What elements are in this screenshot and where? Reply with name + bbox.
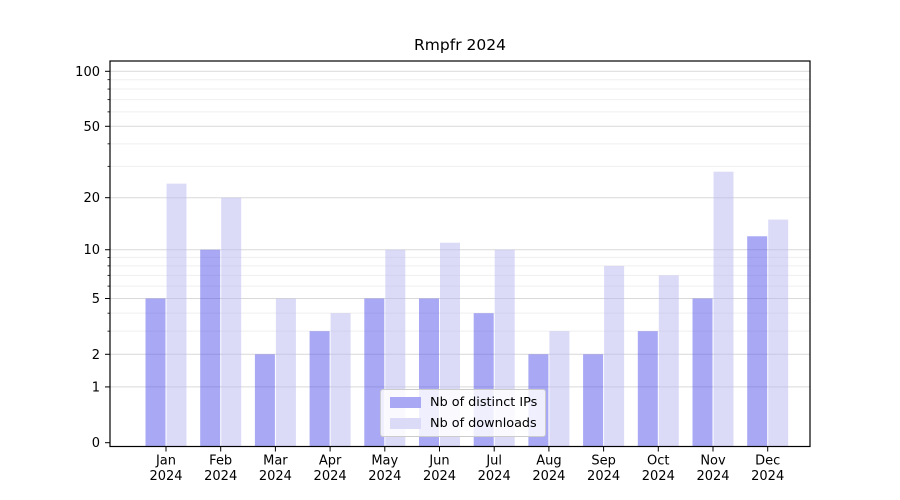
y-tick-label: 1	[92, 380, 100, 395]
x-tick-label: Feb 2024	[204, 454, 237, 485]
x-tick-label: Aug 2024	[532, 454, 565, 485]
bar-distinct-ips	[145, 298, 166, 447]
y-tick-label: 2	[92, 348, 100, 363]
x-tick-label: Apr 2024	[314, 454, 347, 485]
legend: Nb of distinct IPs Nb of downloads	[380, 389, 546, 437]
legend-item-distinct-ips: Nb of distinct IPs	[390, 394, 545, 411]
bar-distinct-ips	[692, 298, 713, 447]
bar-distinct-ips	[254, 354, 275, 447]
bar-distinct-ips	[747, 236, 768, 447]
legend-label-distinct-ips: Nb of distinct IPs	[430, 395, 538, 410]
bar-downloads	[658, 275, 679, 447]
x-tick-label: Mar 2024	[259, 454, 292, 485]
bar-distinct-ips	[309, 331, 330, 447]
legend-label-downloads: Nb of downloads	[430, 416, 537, 431]
y-tick-label: 100	[75, 65, 100, 80]
bar-distinct-ips	[637, 331, 658, 447]
x-tick-label: Oct 2024	[642, 454, 675, 485]
bar-downloads	[768, 219, 789, 447]
legend-swatch-distinct-ips	[390, 397, 421, 408]
y-tick-label: 0	[92, 436, 100, 451]
x-tick-label: Sep 2024	[587, 454, 620, 485]
chart-title: Rmpfr 2024	[414, 36, 506, 54]
y-tick-label: 20	[83, 191, 100, 206]
bar-distinct-ips	[200, 249, 221, 447]
legend-item-downloads: Nb of downloads	[390, 415, 545, 432]
bar-downloads	[549, 331, 570, 447]
x-tick-label: May 2024	[368, 454, 401, 485]
x-tick-label: Dec 2024	[751, 454, 784, 485]
x-tick-label: Jan 2024	[149, 454, 182, 485]
legend-swatch-downloads	[390, 418, 421, 429]
bar-distinct-ips	[583, 354, 604, 447]
bar-downloads	[713, 171, 734, 447]
x-tick-label: Jun 2024	[423, 454, 456, 485]
x-tick-label: Jul 2024	[478, 454, 511, 485]
bar-distinct-ips	[364, 298, 385, 447]
y-tick-label: 50	[83, 120, 100, 135]
bar-downloads	[604, 265, 625, 447]
x-tick-label: Nov 2024	[696, 454, 729, 485]
y-tick-label: 10	[83, 243, 100, 258]
bar-downloads	[275, 298, 296, 447]
y-tick-label: 5	[92, 292, 100, 307]
bar-downloads	[166, 183, 187, 447]
bar-downloads	[330, 313, 351, 447]
axis-frame	[109, 60, 811, 448]
bar-downloads	[221, 197, 242, 447]
